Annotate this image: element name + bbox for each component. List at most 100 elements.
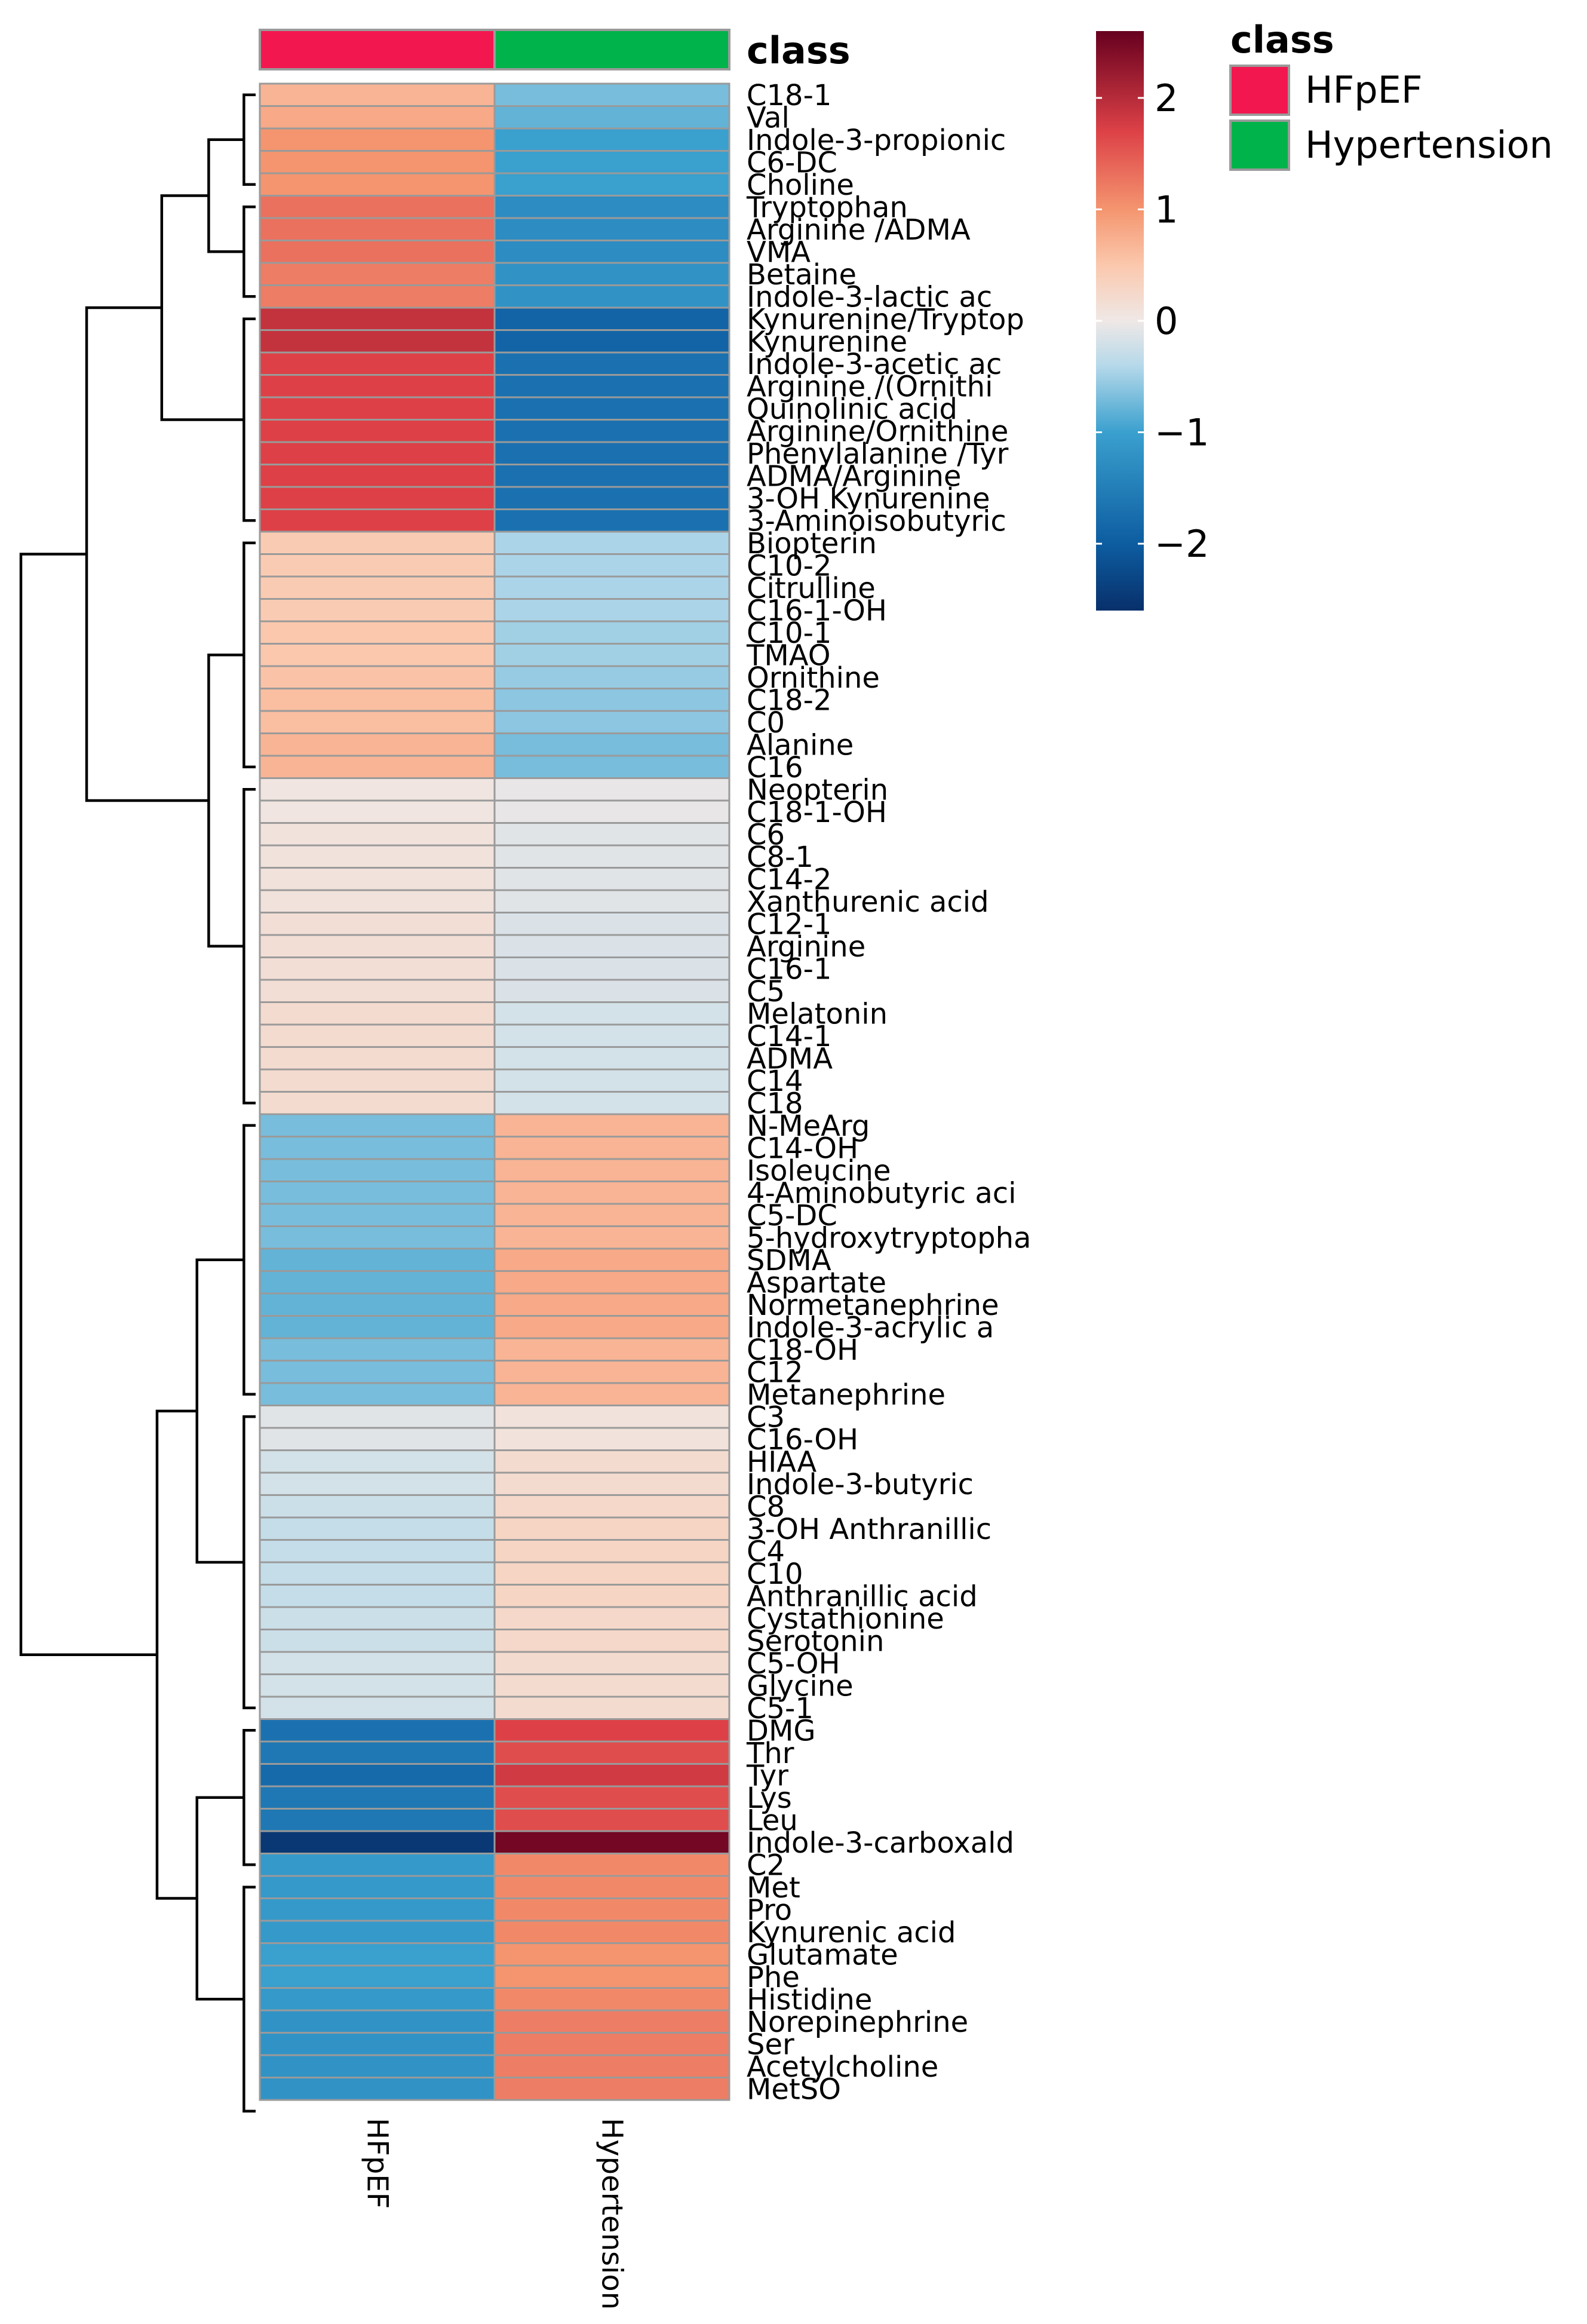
- heatmap-cell: [493, 2032, 730, 2056]
- heatmap-cell: [493, 262, 730, 286]
- heatmap-cell: [259, 1673, 496, 1698]
- heatmap-cell: [493, 105, 730, 130]
- heatmap-cell: [493, 1292, 730, 1317]
- row-label: Tyr: [746, 1759, 788, 1792]
- row-label: C0: [747, 706, 785, 740]
- heatmap-cell: [493, 1337, 730, 1362]
- heatmap-cell: [493, 508, 730, 533]
- heatmap-cell: [259, 1920, 496, 1944]
- row-label: C3: [747, 1400, 785, 1434]
- row-label: C6: [747, 818, 785, 851]
- heatmap-cell: [493, 284, 730, 309]
- heatmap-cell: [259, 1875, 496, 1899]
- heatmap-cell: [259, 1136, 496, 1160]
- column-label-hfpef: HFpEF: [361, 2118, 394, 2209]
- heatmap-cell: [493, 1158, 730, 1182]
- row-label: Tryptophan: [746, 191, 908, 224]
- heatmap-cell: [493, 553, 730, 578]
- heatmap-cell: [493, 1181, 730, 1205]
- heatmap-cell: [259, 1068, 496, 1093]
- heatmap-cell: [259, 1023, 496, 1048]
- heatmap-cell: [259, 1763, 496, 1788]
- row-label: C16-OH: [747, 1423, 858, 1457]
- heatmap-cell: [259, 82, 496, 107]
- row-label: ADMA: [747, 1042, 833, 1075]
- heatmap-cell: [259, 262, 496, 286]
- row-label: Normetanephrine: [747, 1289, 999, 1322]
- class-legend-title: class: [1230, 18, 1334, 62]
- row-label: Quinolinic acid: [747, 393, 957, 426]
- heatmap-cell: [259, 172, 496, 197]
- row-label: 3-OH Anthranillic: [747, 1513, 992, 1546]
- heatmap-cell: [493, 755, 730, 779]
- heatmap-cell: [259, 1247, 496, 1272]
- heatmap-cell: [259, 1427, 496, 1451]
- heatmap-cell: [259, 2054, 496, 2078]
- row-label: Kynurenine: [747, 325, 907, 358]
- heatmap-cell: [259, 1696, 496, 1720]
- row-label: 3-Aminoisobutyric: [747, 504, 1006, 538]
- annotation-cell-hfpef: [259, 29, 496, 70]
- row-label: C12-1: [747, 907, 831, 941]
- heatmap-cell: [259, 1113, 496, 1138]
- row-label: C18-2: [747, 683, 831, 717]
- legend-swatch-hypertension: [1229, 119, 1290, 171]
- row-label: TMAO: [746, 639, 831, 672]
- heatmap-cell: [493, 956, 730, 981]
- heatmap-cell: [259, 396, 496, 421]
- heatmap-cell: [259, 105, 496, 130]
- row-label: Kynurenine/Tryptop: [747, 303, 1024, 336]
- heatmap-cell: [259, 979, 496, 1003]
- row-label: Anthranillic acid: [747, 1580, 978, 1613]
- heatmap-cell: [259, 1718, 496, 1743]
- row-label: C6-DC: [747, 146, 837, 179]
- heatmap-cell: [259, 284, 496, 309]
- heatmap-cell: [493, 2054, 730, 2078]
- heatmap-cell: [259, 1494, 496, 1519]
- heatmap-cell: [493, 777, 730, 802]
- row-label: Acetylcholine: [747, 2050, 938, 2084]
- row-label: Norepinephrine: [747, 2006, 968, 2039]
- heatmap-cell: [259, 240, 496, 264]
- heatmap-cell: [259, 441, 496, 465]
- row-label: Betaine: [747, 258, 857, 292]
- heatmap-cell: [259, 956, 496, 981]
- heatmap-cell: [493, 1494, 730, 1519]
- heatmap-cell: [493, 2009, 730, 2034]
- heatmap-cell: [259, 1181, 496, 1205]
- dendrogram-branch: [195, 1796, 244, 2001]
- heatmap-cell: [493, 844, 730, 869]
- row-label: C14-1: [747, 1020, 831, 1053]
- row-label: Arginine /(Ornithi: [747, 370, 993, 403]
- row-label: C18-1: [747, 79, 831, 112]
- heatmap-cell: [259, 508, 496, 533]
- heatmap-cell: [259, 1225, 496, 1250]
- heatmap-cell: [493, 643, 730, 667]
- row-label: VMA: [747, 235, 811, 269]
- heatmap-cell: [493, 912, 730, 936]
- row-label: Indole-3-acrylic a: [747, 1311, 994, 1344]
- row-label: Indole-3-lactic ac: [747, 280, 992, 314]
- row-label: Indole-3-acetic ac: [747, 348, 1002, 381]
- row-label: C16-1-OH: [747, 594, 887, 627]
- heatmap-cell: [259, 1405, 496, 1429]
- heatmap-cell: [259, 575, 496, 600]
- heatmap-cell: [493, 374, 730, 398]
- row-label: 3-OH Kynurenine: [747, 482, 990, 516]
- row-label: Histidine: [747, 1983, 872, 2016]
- legend-swatch-hfpef: [1229, 65, 1290, 116]
- heatmap-cell: [493, 732, 730, 757]
- heatmap-cell: [493, 867, 730, 891]
- heatmap-cell: [259, 934, 496, 958]
- heatmap-cell: [493, 934, 730, 958]
- heatmap-cell: [259, 531, 496, 555]
- row-label: Ornithine: [747, 661, 880, 695]
- heatmap-cell: [493, 1561, 730, 1586]
- heatmap-cell: [493, 1046, 730, 1071]
- heatmap-cell: [493, 1964, 730, 1989]
- colorbar-tick-label: −1: [1155, 411, 1209, 455]
- heatmap-cell: [259, 195, 496, 219]
- row-label: Arginine /ADMA: [747, 213, 971, 247]
- heatmap-cell: [259, 1001, 496, 1026]
- heatmap-cell: [259, 1158, 496, 1182]
